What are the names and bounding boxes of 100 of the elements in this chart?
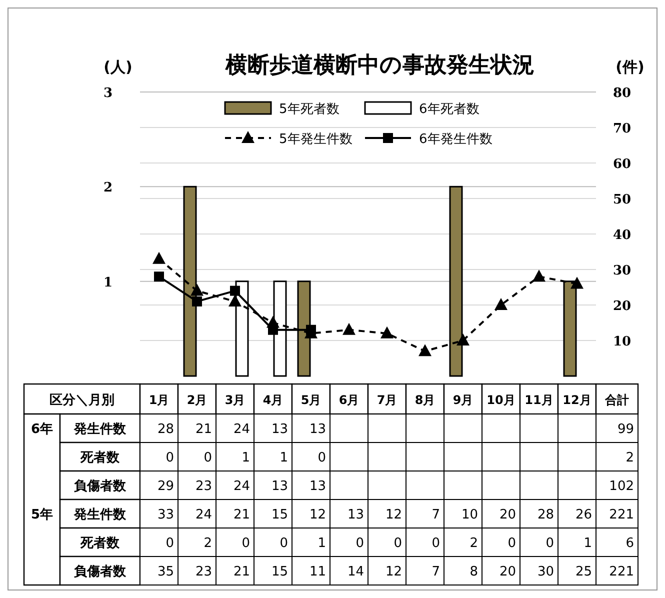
y2-tick-label: 5年 (30, 508, 54, 522)
x-tick-label: 6月 (338, 393, 360, 407)
data-label: 11 (309, 564, 326, 580)
x-tick-label: 12月 (562, 393, 592, 407)
data-label: 12 (385, 564, 402, 580)
data-label: 12 (309, 508, 326, 522)
data-label: 2 (470, 536, 478, 551)
point (192, 296, 202, 306)
data-label: 7 (432, 508, 440, 522)
point (494, 298, 508, 310)
data-label: 10 (461, 508, 478, 522)
data-label: 221 (609, 564, 634, 580)
y2-tick-label: 6年 (30, 422, 54, 437)
y-tick-label: 死者数 (80, 450, 120, 466)
x-tick-label: 9月 (452, 393, 474, 407)
data-label: 14 (347, 564, 364, 580)
y2-tick-label: 50 (612, 192, 632, 208)
point (418, 344, 432, 356)
y-tick-label: 死者数 (80, 536, 120, 551)
data-label: 21 (195, 422, 212, 437)
y2-tick-label: 30 (612, 264, 632, 278)
y2-axis-title: (件) (616, 58, 644, 76)
point (152, 252, 166, 264)
data-label: 21 (233, 564, 250, 580)
point (342, 322, 356, 335)
data-label: 13 (271, 479, 288, 494)
data-label: 24 (233, 479, 250, 494)
legend-label: 5年死者数 (279, 102, 340, 117)
data-label: 102 (609, 479, 634, 494)
data-label: 1 (280, 450, 288, 466)
data-label: 28 (157, 422, 174, 437)
data-label: 29 (157, 479, 174, 494)
y2-tick-label: 80 (612, 86, 632, 101)
data-label: 28 (537, 508, 554, 522)
point (380, 326, 394, 338)
data-label: 8 (470, 564, 478, 580)
point (190, 284, 204, 296)
x-tick-label: 5月 (300, 393, 322, 407)
data-label: 23 (195, 564, 212, 580)
point (154, 272, 164, 282)
y-tick-label: 負傷者数 (74, 564, 127, 580)
data-label: 99 (617, 422, 634, 437)
data-label: 7 (432, 564, 440, 580)
data-label: 13 (309, 422, 326, 437)
data-label: 15 (271, 564, 288, 580)
point (228, 294, 242, 306)
data-label: 13 (271, 422, 288, 437)
data-label: 0 (508, 536, 516, 551)
data-label: 6 (626, 536, 634, 551)
y-tick-label: 3 (103, 86, 113, 101)
data-label: 1 (242, 450, 250, 466)
data-label: 0 (204, 450, 212, 466)
data-label: 0 (166, 536, 174, 551)
data-label: 0 (242, 536, 250, 551)
text: 区分＼月別 (50, 393, 114, 408)
data-label: 24 (233, 422, 250, 437)
y2-tick-label: 40 (612, 228, 632, 243)
point (570, 276, 584, 289)
data-label: 26 (575, 508, 592, 522)
data-label: 20 (499, 564, 516, 580)
point (306, 324, 316, 335)
data-label: 12 (385, 508, 402, 522)
x-tick-label: 8月 (414, 393, 436, 407)
y2-tick-label: 60 (612, 157, 632, 172)
data-label: 1 (584, 536, 592, 551)
y-tick-label: 2 (103, 180, 113, 196)
x-tick-label: 10月 (486, 393, 516, 407)
y2-tick-label: 20 (612, 299, 632, 314)
data-label: 0 (546, 536, 554, 551)
y2-tick-label: 10 (612, 334, 632, 350)
data-label: 30 (537, 564, 554, 580)
y-tick-label: 負傷者数 (74, 479, 127, 494)
data-label: 33 (157, 508, 174, 522)
x-tick-label: 11月 (524, 393, 554, 407)
data-label: 24 (195, 508, 212, 522)
point (456, 334, 470, 346)
data-label: 2 (204, 536, 212, 551)
y-tick-label: 1 (103, 275, 113, 290)
chart-title: 横断歩道横断中の事故発生状況 (224, 53, 534, 78)
x-tick-label: 2月 (186, 393, 208, 407)
point (230, 286, 240, 296)
data-label: 221 (609, 508, 634, 522)
data-label: 35 (157, 564, 174, 580)
y2-tick-label: 70 (612, 122, 632, 136)
x-tick-label: 1月 (148, 393, 170, 407)
data-label: 2 (626, 450, 634, 466)
legend-label: 6年死者数 (419, 102, 480, 117)
data-label: 15 (271, 508, 288, 522)
data-label: 13 (309, 479, 326, 494)
x-tick-label: 3月 (224, 393, 246, 407)
data-label: 0 (432, 536, 440, 551)
data-label: 0 (356, 536, 364, 551)
data-label: 25 (575, 564, 592, 580)
x-tick-label: 合計 (604, 393, 629, 407)
x-tick-label: 7月 (376, 393, 398, 407)
data-label: 23 (195, 479, 212, 494)
data-label: 13 (347, 508, 364, 522)
data-label: 0 (280, 536, 288, 551)
x-tick-label: 4月 (262, 393, 284, 407)
data-label: 0 (318, 450, 326, 466)
